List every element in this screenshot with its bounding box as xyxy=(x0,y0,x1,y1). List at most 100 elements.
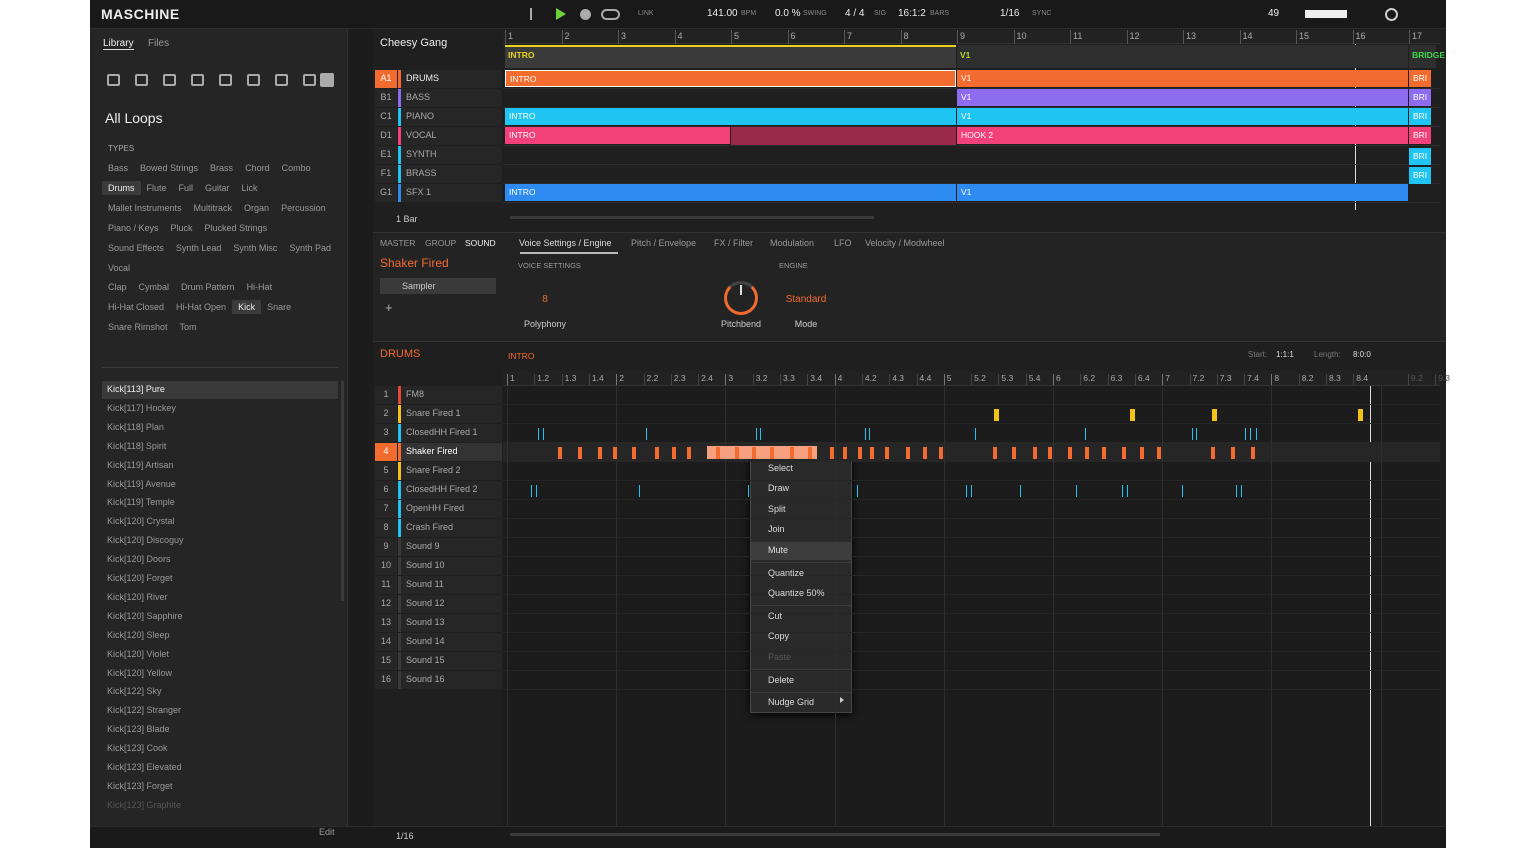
note[interactable] xyxy=(1085,447,1089,459)
track-id[interactable]: G1 xyxy=(375,184,397,202)
note[interactable] xyxy=(1196,428,1197,440)
note[interactable] xyxy=(1231,447,1235,459)
tag[interactable]: Bass xyxy=(102,161,134,175)
menu-item[interactable]: Split xyxy=(751,501,851,519)
note[interactable] xyxy=(790,447,794,459)
note[interactable] xyxy=(1127,485,1128,497)
track-id[interactable]: D1 xyxy=(375,127,397,145)
clip[interactable]: BRI xyxy=(1409,127,1431,144)
sound-name[interactable]: Snare Fired 1 xyxy=(401,405,502,423)
tag[interactable]: Mallet Instruments xyxy=(102,201,188,215)
sound-name[interactable]: Shaker Fired xyxy=(401,443,502,461)
sound-name[interactable]: ClosedHH Fired 2 xyxy=(401,481,502,499)
note[interactable] xyxy=(870,447,874,459)
sound-name[interactable]: Sound 11 xyxy=(401,576,502,594)
tag[interactable]: Guitar xyxy=(199,181,236,195)
menu-item[interactable]: Cut xyxy=(751,608,851,626)
note[interactable] xyxy=(735,447,739,459)
note[interactable] xyxy=(1250,428,1251,440)
track-name[interactable]: BASS xyxy=(401,89,502,107)
clip[interactable]: HOOK 2 xyxy=(957,127,1408,144)
tag[interactable]: Chord xyxy=(239,161,276,175)
note[interactable] xyxy=(716,447,720,459)
note[interactable] xyxy=(906,447,910,459)
note[interactable] xyxy=(1020,485,1021,497)
sound-name[interactable]: Sound 13 xyxy=(401,614,502,632)
note[interactable] xyxy=(971,485,972,497)
param-tab[interactable]: FX / Filter xyxy=(714,238,753,248)
sound-name[interactable]: OpenHH Fired xyxy=(401,500,502,518)
polyphony-value[interactable]: 8 xyxy=(525,294,565,305)
clip[interactable]: INTRO xyxy=(505,127,730,144)
note[interactable] xyxy=(752,447,756,459)
sound-name[interactable]: Sound 16 xyxy=(401,671,502,689)
param-tab[interactable]: Velocity / Modwheel xyxy=(865,238,945,248)
tag[interactable]: Multitrack xyxy=(188,201,239,215)
clip[interactable]: V1 xyxy=(957,89,1408,106)
sound-name[interactable]: Sound 15 xyxy=(401,652,502,670)
note[interactable] xyxy=(975,428,976,440)
sound-tab[interactable]: GROUP xyxy=(425,238,456,248)
result-item[interactable]: Kick[120] River xyxy=(102,589,338,607)
menu-item[interactable]: Mute xyxy=(751,542,851,560)
result-item[interactable]: Kick[123] Elevated xyxy=(102,759,338,777)
tag[interactable]: Cymbal xyxy=(133,280,176,294)
menu-item[interactable]: Select xyxy=(751,460,851,478)
menu-item[interactable]: Quantize 50% xyxy=(751,585,851,603)
plugin-slot[interactable] xyxy=(380,278,496,294)
clip[interactable]: INTRO xyxy=(505,108,956,125)
note[interactable] xyxy=(1192,428,1193,440)
note[interactable] xyxy=(748,485,749,497)
sound-name[interactable]: FM8 xyxy=(401,386,502,404)
track-id[interactable]: F1 xyxy=(375,165,397,183)
tag[interactable]: Flute xyxy=(141,181,173,195)
sound-tab[interactable]: MASTER xyxy=(380,238,415,248)
track-id[interactable]: E1 xyxy=(375,146,397,164)
volume-meter[interactable] xyxy=(1305,10,1347,18)
mode-value[interactable]: Standard xyxy=(776,294,836,305)
result-item[interactable]: Kick[122] Stranger xyxy=(102,702,338,720)
tag[interactable]: Lick xyxy=(236,181,264,195)
track-id[interactable]: B1 xyxy=(375,89,397,107)
note[interactable] xyxy=(994,409,999,421)
track-name[interactable]: DRUMS xyxy=(401,70,502,88)
result-item[interactable]: Kick[122] Sky xyxy=(102,683,338,701)
sound-name[interactable]: ClosedHH Fired 1 xyxy=(401,424,502,442)
note[interactable] xyxy=(655,447,659,459)
result-item[interactable]: Kick[123] Graphite xyxy=(102,797,338,815)
note[interactable] xyxy=(672,447,676,459)
track-name[interactable]: BRASS xyxy=(401,165,502,183)
note[interactable] xyxy=(1122,485,1123,497)
track-name[interactable]: SYNTH xyxy=(401,146,502,164)
tag[interactable]: Drums xyxy=(102,181,141,195)
note[interactable] xyxy=(1182,485,1183,497)
result-item[interactable]: Kick[120] Crystal xyxy=(102,513,338,531)
record-button[interactable] xyxy=(580,9,591,20)
tag[interactable]: Vocal xyxy=(102,261,136,275)
note[interactable] xyxy=(993,447,997,459)
param-tab[interactable]: LFO xyxy=(834,238,852,248)
tag[interactable]: Percussion xyxy=(275,201,332,215)
tag[interactable]: Organ xyxy=(238,201,275,215)
note[interactable] xyxy=(865,428,866,440)
result-item[interactable]: Kick[117] Hockey xyxy=(102,400,338,418)
result-item[interactable]: Kick[120] Doors xyxy=(102,551,338,569)
clip[interactable]: V1 xyxy=(957,108,1408,125)
note[interactable] xyxy=(1251,447,1255,459)
result-item[interactable]: Kick[118] Plan xyxy=(102,419,338,437)
tag[interactable]: Piano / Keys xyxy=(102,221,165,235)
tag[interactable]: Synth Lead xyxy=(170,241,228,255)
tag[interactable]: Pluck xyxy=(165,221,199,235)
note[interactable] xyxy=(538,428,539,440)
tag[interactable]: Bowed Strings xyxy=(134,161,204,175)
track-id[interactable]: A1 xyxy=(375,70,397,88)
clip[interactable]: BRI xyxy=(1409,108,1431,125)
track-name[interactable]: SFX 1 xyxy=(401,184,502,202)
rewind-icon[interactable] xyxy=(530,8,540,20)
note[interactable] xyxy=(756,428,757,440)
tag[interactable]: Snare Rimshot xyxy=(102,320,174,334)
sound-name[interactable]: Sound 14 xyxy=(401,633,502,651)
note[interactable] xyxy=(558,447,562,459)
note[interactable] xyxy=(1256,428,1257,440)
result-item[interactable]: Kick[120] Discoguy xyxy=(102,532,338,550)
